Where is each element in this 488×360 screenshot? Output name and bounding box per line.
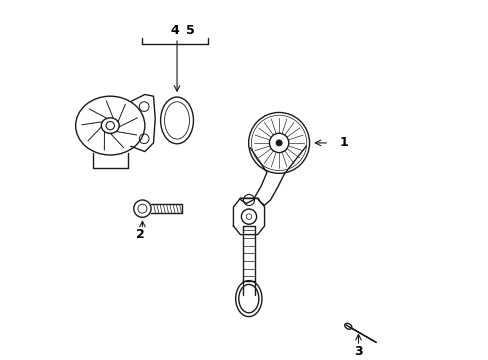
Text: 2: 2 (136, 228, 145, 241)
Text: 1: 1 (339, 136, 347, 149)
Text: 3: 3 (353, 345, 362, 358)
Text: 4: 4 (171, 24, 179, 37)
Text: 5: 5 (186, 24, 195, 37)
Circle shape (275, 140, 282, 146)
